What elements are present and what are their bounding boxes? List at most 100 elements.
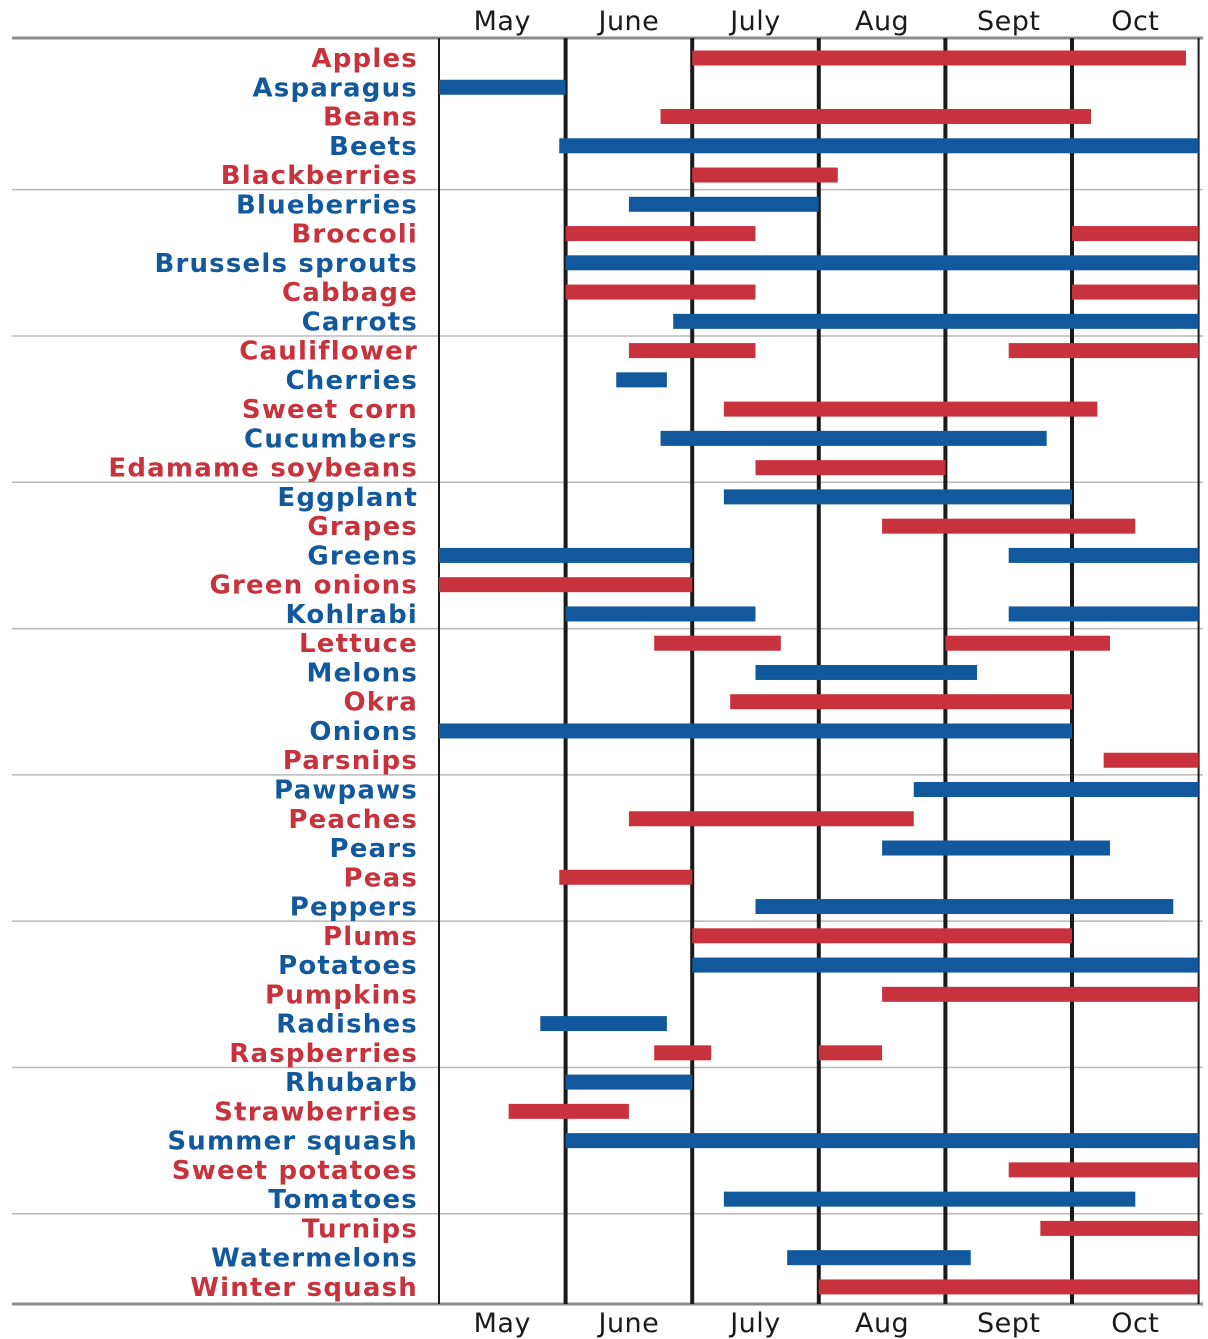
season-bar bbox=[1008, 606, 1199, 622]
row-label: Sweet corn bbox=[242, 395, 418, 425]
season-bar bbox=[565, 1133, 1199, 1149]
month-label-bottom: July bbox=[728, 1308, 781, 1339]
row-label: Cucumbers bbox=[244, 424, 418, 454]
season-bar bbox=[1103, 752, 1199, 768]
row-label: Cabbage bbox=[282, 278, 418, 308]
season-bar bbox=[565, 1074, 693, 1090]
season-bar bbox=[755, 899, 1174, 915]
row-label: Edamame soybeans bbox=[108, 454, 418, 484]
month-label-top: Oct bbox=[1111, 6, 1159, 37]
season-bar bbox=[439, 723, 1072, 739]
month-label-top: Aug bbox=[855, 6, 909, 37]
season-bar bbox=[882, 986, 1199, 1002]
season-bar bbox=[1072, 226, 1199, 242]
month-label-bottom: Aug bbox=[855, 1308, 909, 1339]
month-label-bottom: June bbox=[596, 1308, 659, 1339]
row-label: Beans bbox=[323, 103, 418, 133]
season-bar bbox=[787, 1250, 971, 1266]
row-label: Raspberries bbox=[229, 1039, 418, 1069]
season-bar bbox=[673, 313, 1199, 329]
season-bar bbox=[692, 50, 1186, 66]
season-bar bbox=[660, 430, 1047, 446]
season-bar bbox=[565, 284, 756, 300]
season-bar bbox=[723, 1191, 1136, 1207]
season-bar bbox=[818, 1279, 1199, 1295]
month-label-top: June bbox=[596, 6, 659, 37]
season-bar bbox=[439, 577, 693, 593]
season-bar bbox=[654, 635, 781, 651]
season-bar bbox=[692, 167, 838, 183]
season-bar bbox=[628, 343, 756, 359]
row-label: Turnips bbox=[302, 1214, 418, 1244]
season-bar bbox=[1072, 284, 1199, 300]
month-label-top: May bbox=[474, 6, 531, 37]
row-label: Greens bbox=[307, 541, 418, 571]
season-bar bbox=[692, 957, 1199, 973]
month-label-top: Sept bbox=[977, 6, 1040, 37]
season-bar bbox=[628, 811, 914, 827]
row-label: Parsnips bbox=[283, 746, 418, 776]
row-label: Green onions bbox=[209, 571, 418, 601]
row-label: Grapes bbox=[307, 512, 418, 542]
season-bar bbox=[1008, 343, 1199, 359]
row-label: Peaches bbox=[288, 805, 418, 835]
season-bar bbox=[540, 1016, 667, 1032]
month-label-bottom: May bbox=[474, 1308, 531, 1339]
season-bar bbox=[628, 196, 819, 212]
season-bar bbox=[755, 664, 978, 680]
season-bar bbox=[559, 138, 1199, 154]
season-bar bbox=[882, 840, 1110, 856]
row-label: Pawpaws bbox=[274, 776, 418, 806]
row-label: Pears bbox=[329, 834, 418, 864]
season-bar bbox=[945, 635, 1110, 651]
row-label: Lettuce bbox=[299, 629, 418, 659]
season-bar bbox=[660, 109, 1091, 125]
row-label: Tomatoes bbox=[268, 1185, 418, 1215]
season-bar bbox=[654, 1045, 712, 1061]
season-bar bbox=[913, 782, 1199, 797]
row-label: Broccoli bbox=[291, 220, 418, 250]
row-label: Strawberries bbox=[214, 1097, 418, 1127]
row-label: Sweet potatoes bbox=[172, 1156, 418, 1186]
row-label: Watermelons bbox=[211, 1244, 418, 1274]
row-label: Summer squash bbox=[167, 1127, 418, 1157]
season-bar bbox=[508, 1103, 629, 1119]
row-label: Pumpkins bbox=[265, 980, 418, 1010]
season-bar bbox=[723, 489, 1072, 505]
season-bar bbox=[1008, 1162, 1199, 1178]
row-label: Kohlrabi bbox=[286, 600, 418, 630]
row-label: Okra bbox=[343, 688, 418, 718]
season-bar bbox=[730, 694, 1072, 710]
row-label: Melons bbox=[307, 658, 418, 688]
season-bar bbox=[559, 869, 693, 885]
season-bar bbox=[818, 1045, 883, 1061]
row-label: Peas bbox=[343, 863, 418, 893]
row-label: Radishes bbox=[276, 1010, 418, 1040]
season-bar bbox=[439, 79, 566, 95]
season-bar bbox=[723, 401, 1098, 417]
row-label: Eggplant bbox=[277, 483, 418, 513]
row-label: Beets bbox=[329, 132, 418, 162]
season-bar bbox=[882, 518, 1136, 534]
row-label: Apples bbox=[311, 44, 418, 74]
row-label: Blueberries bbox=[236, 190, 418, 220]
row-label: Cauliflower bbox=[239, 337, 418, 367]
season-bar bbox=[565, 255, 1199, 271]
season-bar bbox=[692, 928, 1072, 944]
row-label: Brussels sprouts bbox=[154, 249, 418, 279]
row-label: Cherries bbox=[286, 366, 419, 396]
season-bar bbox=[1008, 547, 1199, 563]
row-label: Carrots bbox=[302, 307, 418, 337]
season-bar bbox=[439, 547, 693, 563]
season-bar bbox=[565, 606, 756, 622]
row-label: Rhubarb bbox=[285, 1068, 418, 1098]
month-label-bottom: Sept bbox=[977, 1308, 1040, 1339]
season-bar bbox=[616, 372, 667, 388]
season-bar bbox=[1040, 1220, 1199, 1236]
row-label: Plums bbox=[323, 922, 418, 952]
row-label: Peppers bbox=[290, 893, 418, 923]
row-label: Onions bbox=[309, 717, 418, 747]
month-label-top: July bbox=[728, 6, 781, 37]
